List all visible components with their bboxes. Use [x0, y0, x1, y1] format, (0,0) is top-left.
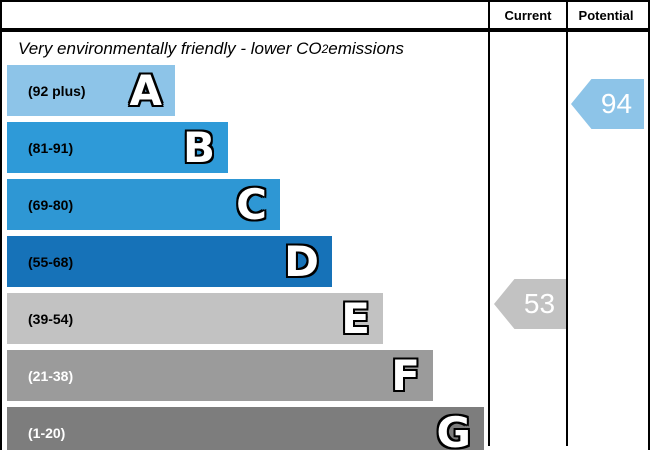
header-row: Current Potential: [2, 2, 648, 32]
chart-title-subscript: 2: [321, 41, 329, 56]
potential-rating-pointer: 94: [571, 79, 644, 129]
band-a-range-label: (92 plus): [28, 82, 86, 99]
potential-column-header: Potential: [566, 2, 644, 28]
band-f-letter: F: [391, 351, 420, 400]
band-c: (69-80) C: [7, 179, 280, 230]
current-column-header: Current: [488, 2, 566, 28]
band-b-range-label: (81-91): [28, 139, 74, 156]
band-c-letter: C: [236, 180, 267, 229]
chart-body: Very environmentally friendly - lower CO…: [2, 32, 648, 450]
band-c-range-label: (69-80): [28, 196, 74, 213]
band-g-range-label: (1-20): [28, 424, 66, 441]
band-g-letter: G: [436, 408, 471, 450]
band-b: (81-91) B: [7, 122, 228, 173]
rating-bands-column: Very environmentally friendly - lower CO…: [2, 32, 488, 450]
chart-title: Very environmentally friendly - lower CO…: [2, 32, 488, 65]
band-g: (1-20) G: [7, 407, 484, 450]
potential-value-column: 94: [566, 32, 644, 446]
chart-title-text: Very environmentally friendly - lower CO: [18, 38, 322, 58]
current-rating-pointer: 53: [494, 279, 567, 329]
band-d-letter: D: [284, 237, 319, 286]
chart-title-text-after: emissions: [328, 38, 404, 58]
band-e-letter: E: [341, 294, 370, 343]
band-d: (55-68) D: [7, 236, 332, 287]
band-b-letter: B: [182, 123, 215, 172]
band-e: (39-54) E: [7, 293, 383, 344]
band-e-range-label: (39-54): [28, 310, 74, 327]
band-f: (21-38) F: [7, 350, 433, 401]
current-value-column: 53: [488, 32, 567, 446]
band-a-letter: A: [129, 66, 162, 115]
header-spacer: [2, 2, 488, 28]
band-f-range-label: (21-38): [28, 367, 74, 384]
band-d-range-label: (55-68): [28, 253, 74, 270]
band-a: (92 plus) A: [7, 65, 175, 116]
